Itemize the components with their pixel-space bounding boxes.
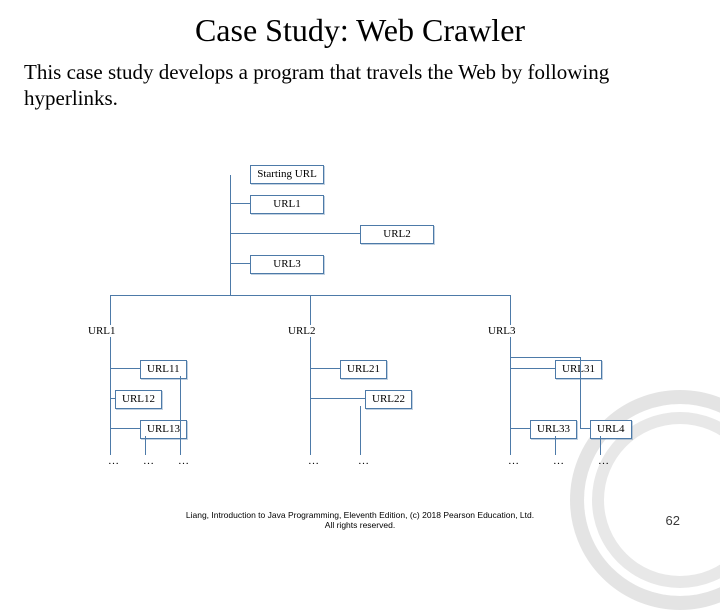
ellipsis: … <box>598 455 609 467</box>
line <box>310 295 311 325</box>
line <box>230 233 360 234</box>
line <box>110 445 111 455</box>
node-l1-2: URL3 <box>250 255 324 274</box>
node-root: Starting URL <box>250 165 324 184</box>
line <box>510 368 555 369</box>
line <box>110 428 140 429</box>
line <box>510 428 530 429</box>
ellipsis: … <box>178 455 189 467</box>
footer-line-2: All rights reserved. <box>0 520 720 530</box>
group-label-2: URL3 <box>488 325 516 337</box>
line <box>510 445 511 455</box>
footer-line-1: Liang, Introduction to Java Programming,… <box>0 510 720 520</box>
line <box>180 376 181 455</box>
node-l1-0: URL1 <box>250 195 324 214</box>
ellipsis: … <box>508 455 519 467</box>
line <box>510 357 580 358</box>
line <box>310 337 311 445</box>
line <box>310 445 311 455</box>
node-URL1-1: URL12 <box>115 390 162 409</box>
line <box>510 295 511 325</box>
group-label-0: URL1 <box>88 325 116 337</box>
node-URL2-1: URL22 <box>365 390 412 409</box>
line <box>600 436 601 455</box>
line <box>310 398 365 399</box>
ellipsis: … <box>108 455 119 467</box>
line <box>230 263 250 264</box>
line <box>110 368 140 369</box>
node-l1-1: URL2 <box>360 225 434 244</box>
ellipsis: … <box>308 455 319 467</box>
line <box>310 368 340 369</box>
ellipsis: … <box>143 455 154 467</box>
line <box>145 436 146 455</box>
line <box>580 428 590 429</box>
node-URL3-0: URL31 <box>555 360 602 379</box>
node-URL2-0: URL21 <box>340 360 387 379</box>
line <box>230 263 231 295</box>
node-URL3-2: URL4 <box>590 420 632 439</box>
ellipsis: … <box>553 455 564 467</box>
node-URL3-1: URL33 <box>530 420 577 439</box>
page-description: This case study develops a program that … <box>0 49 720 112</box>
line <box>230 175 231 263</box>
line <box>580 357 581 428</box>
crawler-diagram: Starting URLURL1URL2URL3URL1URL11URL12UR… <box>60 165 660 485</box>
page-title: Case Study: Web Crawler <box>0 0 720 49</box>
group-label-1: URL2 <box>288 325 316 337</box>
line <box>230 203 250 204</box>
footer: Liang, Introduction to Java Programming,… <box>0 510 720 530</box>
ellipsis: … <box>358 455 369 467</box>
line <box>110 295 111 325</box>
line <box>555 436 556 455</box>
page-number: 62 <box>666 513 680 528</box>
line <box>360 406 361 455</box>
